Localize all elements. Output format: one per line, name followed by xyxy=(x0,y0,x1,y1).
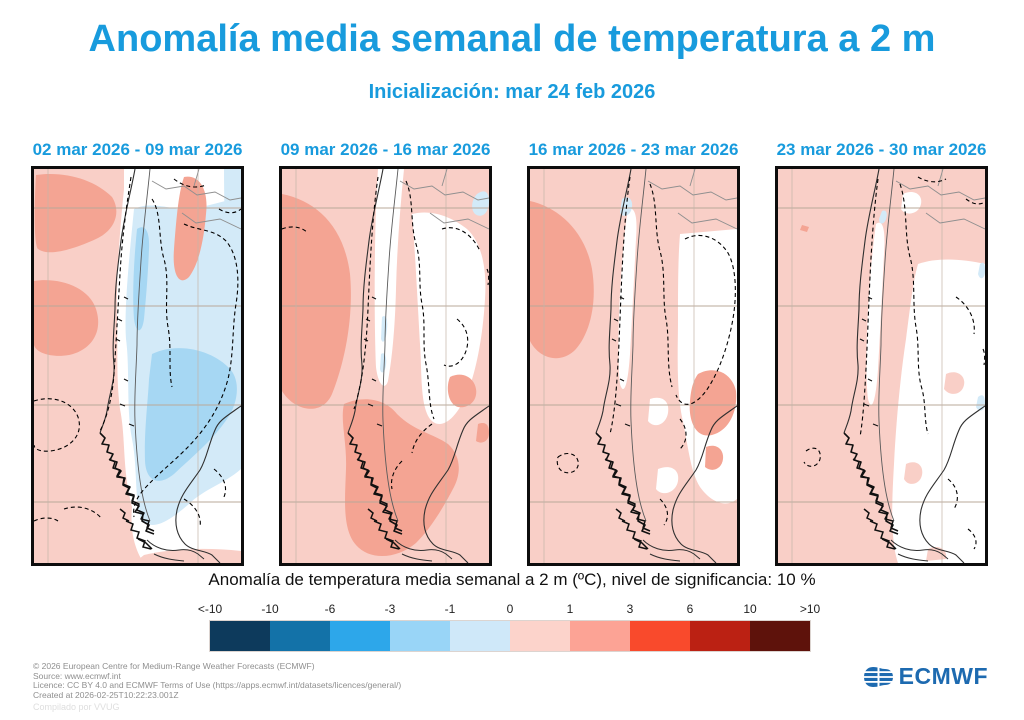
colorbar-segment xyxy=(390,621,450,651)
ecmwf-logo-icon xyxy=(862,666,895,687)
anomaly-map-week4 xyxy=(778,169,985,563)
compiled-by-line: Compilado por VVUG xyxy=(33,702,120,712)
colorbar-segments xyxy=(209,620,811,652)
colorbar-tick: -6 xyxy=(324,602,336,616)
panel-title-week1: 02 mar 2026 - 09 mar 2026 xyxy=(32,140,243,159)
colorbar-segment xyxy=(270,621,330,651)
colorbar-segment xyxy=(510,621,570,651)
colorbar-tick: 0 xyxy=(506,602,514,616)
map-panel-week2 xyxy=(279,166,492,566)
panel-title-week4: 23 mar 2026 - 30 mar 2026 xyxy=(776,140,987,159)
copyright-block: © 2026 European Centre for Medium-Range … xyxy=(33,661,402,700)
anomaly-map-week2 xyxy=(282,169,489,563)
anomaly-map-week3 xyxy=(530,169,737,563)
colorbar-segment xyxy=(570,621,630,651)
colorbar-tick: <-10 xyxy=(197,602,223,616)
colorbar-segment xyxy=(330,621,390,651)
colorbar-ticks: <-10 -10 -6 -3 -1 0 1 3 6 10 >10 xyxy=(198,602,820,618)
colorbar-segment xyxy=(750,621,810,651)
colorbar-segment xyxy=(630,621,690,651)
colorbar-tick: 6 xyxy=(686,602,694,616)
colorbar-tick: -1 xyxy=(444,602,456,616)
created-line: Created at 2026-02-25T10:22:23.001Z xyxy=(33,689,179,700)
colorbar-tick: 10 xyxy=(743,602,757,616)
page-title: Anomalía media semanal de temperatura a … xyxy=(88,18,936,60)
map-panel-week4 xyxy=(775,166,988,566)
colorbar-tick: 1 xyxy=(566,602,574,616)
colorbar-segment xyxy=(690,621,750,651)
anomaly-map-week1 xyxy=(34,169,241,563)
licence-line: Licence: CC BY 4.0 and ECMWF Terms of Us… xyxy=(33,680,402,690)
colorbar: <-10 -10 -6 -3 -1 0 1 3 6 10 >10 xyxy=(198,602,820,652)
initialization-subtitle: Inicialización: mar 24 feb 2026 xyxy=(368,81,656,103)
colorbar-tick: 3 xyxy=(626,602,634,616)
colorbar-tick: -3 xyxy=(384,602,396,616)
ecmwf-logo: ECMWF xyxy=(862,663,988,690)
source-line: Source: www.ecmwf.int xyxy=(33,670,121,681)
map-panel-week1 xyxy=(31,166,244,566)
ecmwf-logo-text: ECMWF xyxy=(898,663,988,689)
colorbar-tick: >10 xyxy=(799,602,821,616)
colorbar-tick: -10 xyxy=(261,602,279,616)
panel-title-week2: 09 mar 2026 - 16 mar 2026 xyxy=(280,140,491,159)
map-panel-week3 xyxy=(527,166,740,566)
variable-caption: Anomalía de temperatura media semanal a … xyxy=(208,570,816,589)
colorbar-segment xyxy=(210,621,270,651)
copyright-line: © 2026 European Centre for Medium-Range … xyxy=(33,661,315,671)
colorbar-segment xyxy=(450,621,510,651)
panel-title-week3: 16 mar 2026 - 23 mar 2026 xyxy=(528,140,739,159)
